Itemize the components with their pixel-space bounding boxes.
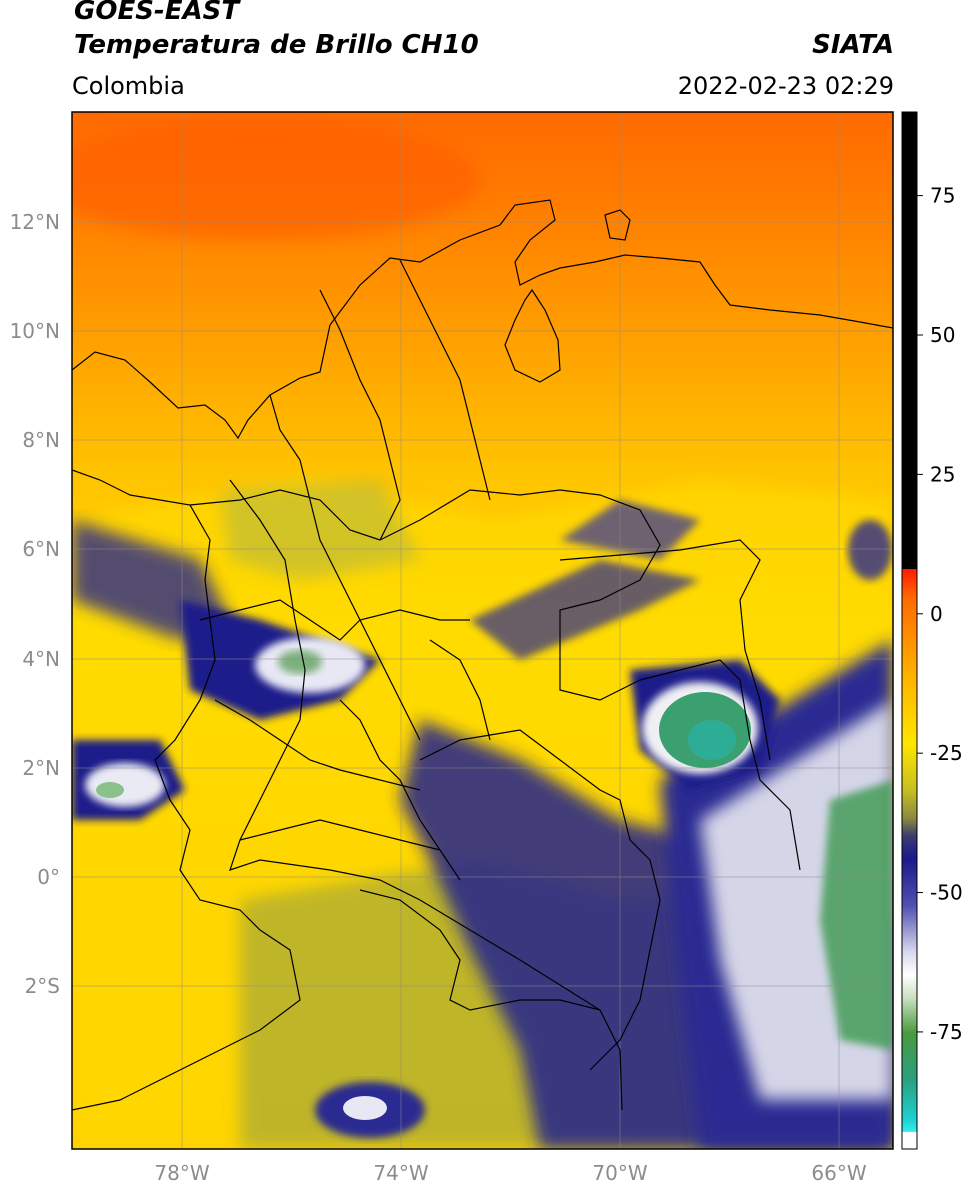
brightness-field bbox=[72, 112, 893, 1149]
lat-label: 4°N bbox=[22, 647, 60, 671]
lat-label: 8°N bbox=[22, 428, 60, 452]
lon-axis-labels: 78°W 74°W 70°W 66°W bbox=[154, 1161, 866, 1185]
colorbar-gradient bbox=[902, 569, 917, 1149]
lon-label: 70°W bbox=[592, 1161, 647, 1185]
datetime-label: 2022-02-23 02:29 bbox=[677, 72, 894, 100]
colorbar-tick-label: -25 bbox=[930, 741, 963, 765]
satellite-title: GOES-EAST bbox=[74, 0, 240, 26]
lon-label: 66°W bbox=[811, 1161, 866, 1185]
colorbar-tick-label: 0 bbox=[930, 602, 943, 626]
lon-label: 78°W bbox=[154, 1161, 209, 1185]
org-label: SIATA bbox=[812, 30, 894, 60]
colorbar-tick-label: 25 bbox=[930, 462, 955, 486]
coastlines-borders bbox=[72, 199, 893, 1111]
colorbar-tick-label: 75 bbox=[930, 184, 955, 208]
lat-label: 2°S bbox=[25, 974, 60, 998]
lat-label: 12°N bbox=[10, 210, 60, 234]
product-title: Temperatura de Brillo CH10 bbox=[74, 30, 479, 60]
map-frame bbox=[71, 111, 894, 1150]
colorbar: 75 50 25 0 -25 -50 -75 bbox=[901, 111, 963, 1150]
colorbar-upper-segment bbox=[902, 112, 917, 569]
colorbar-ticks: 75 50 25 0 -25 -50 -75 bbox=[917, 184, 963, 1044]
lat-label: 6°N bbox=[22, 537, 60, 561]
colorbar-tick-label: -50 bbox=[930, 881, 963, 905]
lat-label: 2°N bbox=[22, 756, 60, 780]
lon-label: 74°W bbox=[373, 1161, 428, 1185]
lat-axis-labels: 12°N 10°N 8°N 6°N 4°N 2°N 0° 2°S bbox=[10, 210, 60, 998]
lat-label: 10°N bbox=[10, 319, 60, 343]
region-label: Colombia bbox=[72, 72, 185, 100]
colorbar-frame bbox=[901, 111, 918, 1150]
lat-label: 0° bbox=[37, 865, 60, 889]
colorbar-tick-label: 50 bbox=[930, 323, 955, 347]
colorbar-tick-label: -75 bbox=[930, 1020, 963, 1044]
